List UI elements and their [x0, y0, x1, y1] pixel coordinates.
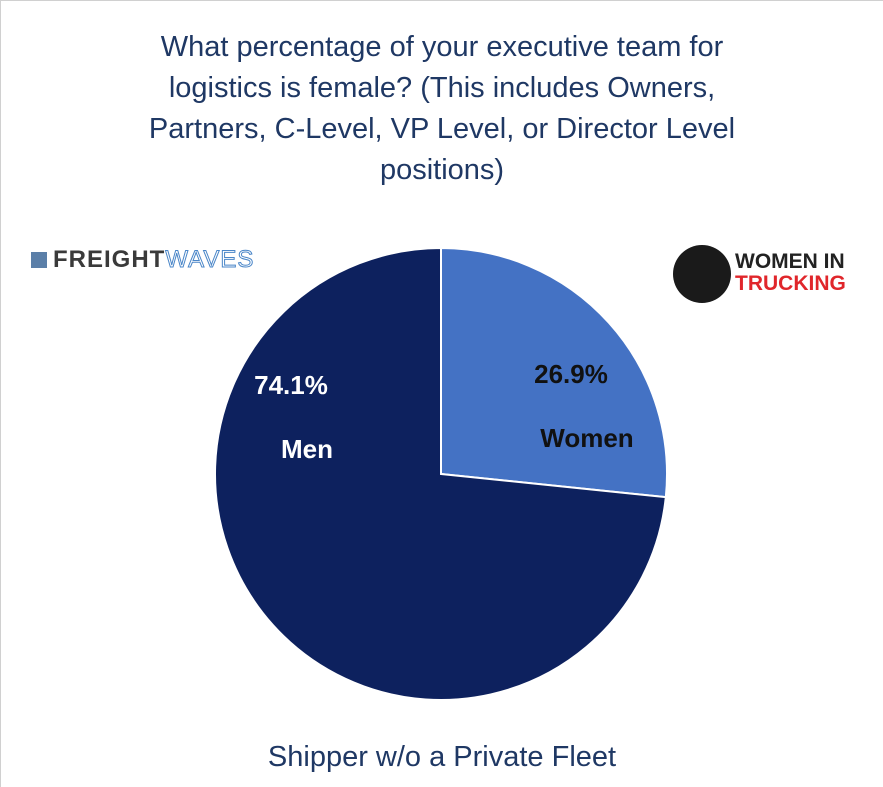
- logo-icon: [31, 252, 47, 268]
- chart-subtitle: Shipper w/o a Private Fleet: [267, 741, 617, 773]
- category-label: Women: [540, 423, 633, 453]
- freightwaves-logo: FREIGHTWAVES: [31, 246, 254, 274]
- data-label: 26.9%: [534, 359, 608, 389]
- pie-slice: [440, 246, 668, 499]
- logo-icon: [673, 245, 731, 303]
- data-label: 74.1%: [254, 370, 328, 400]
- logo-text: WOMEN IN: [735, 250, 845, 273]
- chart-title: What percentage of your executive team f…: [148, 31, 736, 186]
- logo-text: FREIGHT: [53, 246, 166, 273]
- pie-slice: [214, 246, 667, 701]
- category-label: Men: [281, 434, 333, 464]
- logo-text: WAVES: [165, 246, 255, 274]
- logo-text: TRUCKING: [735, 272, 846, 295]
